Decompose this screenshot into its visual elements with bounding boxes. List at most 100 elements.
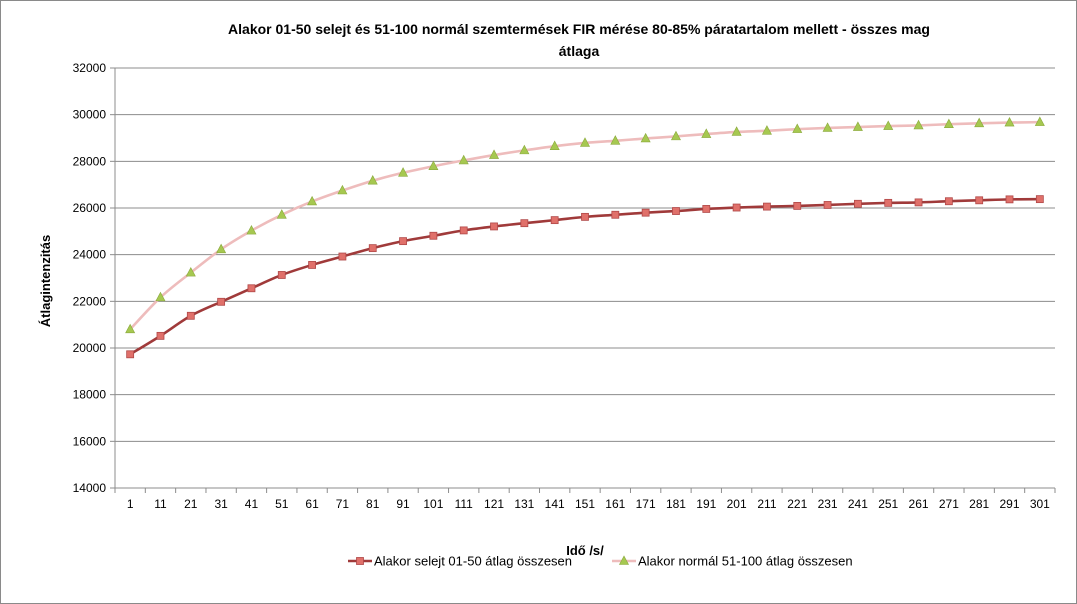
data-point	[823, 201, 832, 209]
data-point	[822, 122, 833, 132]
y-tick-label: 30000	[73, 108, 107, 122]
series-group	[125, 116, 1045, 359]
data-point	[429, 231, 438, 240]
series-triangle	[125, 116, 1045, 334]
data-point	[944, 197, 953, 206]
y-tick-label: 32000	[73, 61, 107, 75]
data-point	[459, 226, 468, 235]
data-point	[852, 121, 863, 131]
x-tick-label: 181	[666, 497, 686, 511]
x-axis-title: Idő /s/	[566, 543, 604, 558]
data-point	[307, 195, 318, 206]
data-point	[247, 284, 256, 293]
x-tick-label: 161	[605, 497, 625, 511]
chart-title-line1: Alakor 01-50 selejt és 51-100 normál sze…	[228, 21, 930, 37]
x-tick-label: 11	[154, 497, 167, 511]
data-point	[125, 323, 136, 334]
gridlines	[114, 67, 1055, 489]
series-line	[129, 120, 1040, 331]
legend-label: Alakor selejt 01-50 átlag összesen	[374, 554, 572, 569]
data-point	[1035, 195, 1044, 204]
y-tick-label: 26000	[73, 201, 107, 215]
x-tick-label: 261	[909, 497, 929, 511]
x-tick-label: 281	[969, 497, 989, 511]
chart-title-line2: átlaga	[559, 43, 600, 59]
data-point	[1005, 195, 1014, 204]
data-point	[761, 125, 772, 135]
x-tick-label: 51	[275, 497, 289, 511]
data-point	[489, 149, 500, 159]
data-point	[490, 222, 498, 231]
data-point	[913, 119, 924, 130]
data-point	[338, 252, 347, 261]
data-point	[670, 130, 681, 141]
data-point	[156, 331, 165, 340]
data-point	[428, 160, 439, 171]
data-point	[549, 140, 560, 150]
data-point	[792, 123, 803, 133]
data-point	[641, 208, 650, 217]
y-tick-label: 16000	[73, 434, 107, 448]
x-tick-label: 121	[484, 497, 504, 511]
y-tick-label: 28000	[73, 154, 107, 168]
data-point	[732, 203, 741, 212]
x-tick-label: 211	[757, 497, 776, 511]
legend-marker	[619, 555, 629, 565]
x-tick-label: 241	[848, 497, 868, 511]
series-square	[126, 195, 1044, 359]
legend-label: Alakor normál 51-100 átlag összesen	[638, 554, 853, 569]
data-point	[701, 128, 712, 138]
x-tick-label: 71	[336, 497, 350, 511]
y-tick-label: 24000	[73, 248, 107, 262]
data-point	[550, 216, 559, 225]
data-point	[520, 219, 529, 228]
data-point	[611, 210, 620, 219]
x-tick-label: 191	[696, 497, 716, 511]
x-tick-label: 61	[305, 497, 319, 511]
data-point	[185, 266, 196, 277]
x-tick-label: 101	[423, 497, 443, 511]
data-point	[308, 261, 316, 269]
x-tick-label: 301	[1030, 497, 1050, 511]
legend-marker	[356, 557, 364, 565]
data-point	[975, 196, 984, 205]
data-point	[883, 120, 894, 130]
x-tick-label: 21	[184, 497, 198, 511]
data-point	[277, 271, 286, 279]
data-point	[246, 224, 257, 235]
x-tick-label: 221	[787, 497, 807, 511]
data-point	[580, 137, 590, 147]
x-tick-label: 291	[1000, 497, 1020, 511]
x-axis-ticks: 1 11 21 31 41 51 61 71 81 91 101 111 121 131 141 151 161…	[114, 488, 1056, 511]
data-point	[854, 199, 862, 208]
x-tick-label: 201	[727, 497, 747, 511]
x-tick-label: 111	[455, 497, 474, 511]
x-tick-label: 91	[396, 497, 410, 511]
data-point	[126, 350, 135, 359]
data-point	[763, 202, 771, 211]
data-point	[458, 154, 469, 165]
x-tick-label: 41	[245, 497, 259, 511]
data-point	[216, 243, 227, 254]
x-tick-label: 31	[214, 497, 228, 511]
data-point	[884, 198, 893, 207]
x-tick-label: 171	[636, 497, 656, 511]
y-axis-title: Átlagintenzitás	[38, 235, 53, 327]
data-point	[943, 118, 954, 129]
data-point	[399, 237, 407, 246]
y-axis-ticks: 14000 16000 18000 20000 22000 24000 26000 28000…	[73, 61, 115, 495]
data-point	[793, 201, 802, 210]
data-point	[217, 297, 226, 306]
x-tick-label: 141	[545, 497, 565, 511]
data-point	[974, 117, 985, 128]
data-point	[640, 132, 651, 143]
data-point	[702, 205, 711, 213]
data-point	[731, 126, 742, 136]
data-point	[368, 244, 377, 253]
legend: Alakor selejt 01-50 átlag összesen Alakor…	[348, 554, 853, 569]
data-point	[672, 207, 680, 215]
data-point	[276, 209, 287, 219]
x-tick-label: 131	[514, 497, 534, 511]
